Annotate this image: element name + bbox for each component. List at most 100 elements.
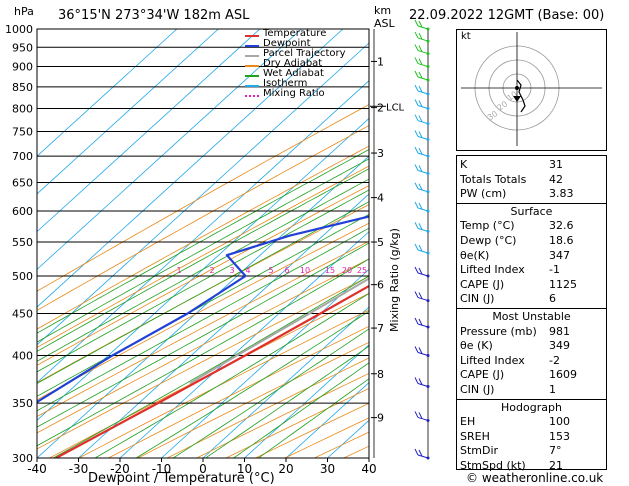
wind-barb-dot [426,65,430,69]
legend-swatch [245,35,259,37]
wind-barb-flag [414,346,419,353]
wind-barb-staff [417,416,429,421]
wind-barb-flag [414,377,419,384]
hodograph-kt-label: kt [461,31,471,42]
wind-barb-dot [426,154,430,158]
wind-barb-flag [418,292,423,299]
mixing-ratio-label: 20 [342,266,352,275]
index-label: Temp (°C) [460,219,515,233]
legend-item: Wet Adiabat [243,68,373,80]
mixing-ratio-label: 1 [176,266,181,275]
wind-barb-flag [418,115,423,122]
pressure-tick-label: 300 [12,452,33,465]
wind-barb-staff [417,169,429,174]
wind-barb-staff [417,297,429,302]
index-row: StmDir 7° [460,444,603,458]
wet-adiabat-line [173,328,369,458]
pressure-tick-label: 1000 [5,23,33,36]
storm-motion-icon [513,96,521,102]
wind-barb [414,182,430,194]
legend-item: Isotherm [243,78,373,90]
wind-barb-flag [418,347,423,354]
wind-barb-flag [414,243,419,251]
hodograph-ring-label: 20 [496,99,510,112]
km-tick-label: 6 [377,279,384,292]
index-label: SREH [460,429,490,443]
index-row: θe(K) 347 [460,249,603,263]
wind-barb-flag [414,130,419,137]
index-label: Lifted Index [460,353,525,367]
index-value: 3.83 [549,187,574,201]
isotherm-line [119,231,369,458]
wind-barb-dot [426,107,430,111]
wind-barb [414,317,430,329]
dry-adiabat-line [49,292,369,458]
wind-barb-staff [417,90,429,95]
index-value: 1 [549,383,556,396]
legend-swatch [245,75,259,77]
x-tick-label: 10 [237,462,252,476]
wind-barb-staff [417,188,429,193]
wind-barb-dot [426,384,430,388]
km-tick-label: 8 [377,368,384,381]
index-label: θe (K) [460,339,493,353]
wind-barb-flag [414,317,419,325]
legend-item: Temperature [243,28,373,40]
index-label: EH [460,415,476,429]
legend-label: Dry Adiabat [263,58,323,69]
pressure-tick-label: 650 [12,176,33,189]
index-row: Totals Totals 42 [460,173,603,187]
wind-barb-staff [417,352,429,356]
section-title: Surface [510,204,553,218]
wind-barb-dot [426,251,430,255]
wet-adiabat-line [135,310,369,458]
legend-swatch [245,65,259,67]
pressure-tick-label: 450 [12,308,33,321]
wind-barb-flag [418,71,423,79]
pressure-tick-label: 550 [12,236,33,249]
wind-barb-flag [418,244,423,252]
wind-barb [414,377,430,388]
wind-barb [414,222,430,233]
isotherm-line [285,382,369,458]
mixing-ratio-axis-label: Mixing Ratio (g/kg) [388,228,401,332]
section-title: Most Unstable [492,310,571,323]
index-row: K 31 [460,158,603,172]
index-value: 7° [549,444,562,458]
hodograph-origin [515,86,519,90]
pressure-tick-label: 600 [12,205,33,218]
index-label: K [460,158,468,171]
legend-swatch [245,55,259,57]
run-date: 22.09.2022 12GMT (Base: 00) [409,8,605,23]
dry-adiabat-line [78,309,369,458]
isotherm-line [161,268,369,458]
wind-barb-flag [418,131,423,138]
series-temperature [55,284,369,458]
legend-label: Isotherm [263,78,308,89]
wind-barb-flag [418,100,423,107]
km-tick-label: 4 [377,192,384,205]
wind-barb-flag [414,19,419,27]
wet-adiabat-line [37,242,369,428]
index-value: 31 [549,158,563,171]
wind-barb-dot [426,171,430,175]
index-value: 32.6 [549,219,574,233]
wind-barb [414,70,430,82]
index-value: 981 [549,324,570,338]
dry-adiabat-line [37,275,369,450]
wind-barb [414,99,430,111]
wind-barb [414,266,430,278]
mixing-ratio-label: 5 [268,266,273,275]
wind-barb-staff [417,249,429,254]
index-label: StmSpd (kt) [460,459,526,472]
dry-adiabat-line [37,258,369,434]
indices-panel: K 31 Totals Totals 42 PW (cm) 3.83 Surface Temp… [456,155,607,472]
index-label: PW (cm) [460,187,507,201]
wind-barb-dot [426,122,430,126]
wind-barb-dot [426,274,430,278]
legend-item: Parcel Trajectory [243,48,373,60]
wet-adiabat-line [37,258,369,447]
wind-barb-staff [417,152,429,157]
index-label: CIN (J) [460,292,495,306]
index-label: Totals Totals [460,172,527,186]
